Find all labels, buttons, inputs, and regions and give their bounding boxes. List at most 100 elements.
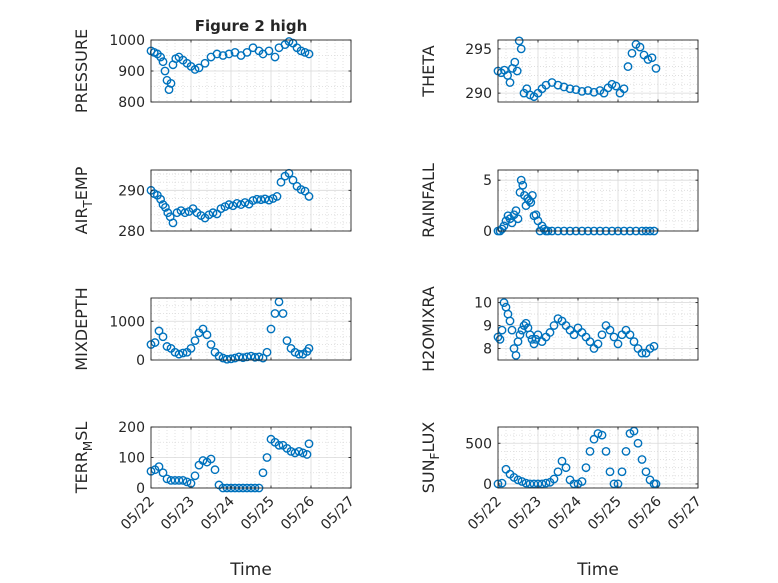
subplot-air-temp: 280 290 AIRTEMP (72, 166, 352, 240)
y-tick-label: 900 (118, 64, 145, 80)
data-point (162, 474, 172, 484)
data-point (276, 177, 286, 187)
data-point (593, 339, 603, 349)
y-tick-label: 800 (118, 95, 145, 111)
data-point (258, 353, 268, 363)
data-point (565, 84, 575, 94)
data-point (302, 450, 312, 459)
data-point (513, 214, 523, 224)
subplot-terr-msl: 0 100 200 05/22 05/23 05/24 05/25 05/26 05/27 TER… (72, 420, 358, 580)
y-axis-label: RAINFALL (419, 163, 438, 238)
data-point (168, 218, 178, 228)
data-point (569, 330, 579, 340)
y-tick-label: 200 (118, 420, 145, 436)
data-points (493, 36, 661, 102)
data-point (605, 325, 615, 335)
data-point (262, 347, 272, 357)
data-point (589, 434, 599, 444)
data-point (206, 454, 216, 464)
data-point (507, 325, 517, 335)
subplot-rainfall: 0 5 RAINFALL (419, 163, 699, 240)
data-point (264, 46, 274, 56)
x-tick-label: 05/22 (118, 494, 158, 534)
data-point (589, 87, 599, 97)
data-point (190, 336, 200, 346)
data-point (514, 36, 524, 46)
data-point (304, 439, 314, 449)
data-point (583, 86, 593, 95)
data-point (262, 453, 272, 462)
y-axis-label: PRESSURE (72, 29, 91, 113)
data-point (605, 467, 615, 477)
data-point (637, 348, 647, 358)
data-point (625, 330, 635, 340)
x-tick-label: 05/25 (585, 494, 625, 534)
data-point (613, 339, 623, 349)
data-point (270, 52, 280, 62)
data-point (549, 321, 559, 330)
data-point (304, 343, 314, 353)
data-point (206, 340, 216, 349)
data-point (198, 324, 208, 334)
data-point (266, 324, 276, 334)
data-point (294, 349, 304, 359)
y-tick-label: 1000 (109, 33, 145, 49)
y-tick-label: 280 (118, 224, 145, 240)
data-point (633, 438, 643, 448)
data-point (561, 463, 571, 473)
y-axis-label: TERRMSL (72, 422, 95, 495)
axes-box (497, 297, 699, 361)
data-point (258, 468, 268, 478)
data-point (611, 81, 621, 91)
data-point (242, 48, 252, 57)
y-tick-label: 295 (465, 42, 492, 58)
y-tick-label: 0 (136, 481, 145, 497)
data-point (585, 337, 595, 347)
data-point (529, 339, 539, 349)
subplot-pressure: 800 900 1000 PRESSURE (72, 29, 352, 113)
y-tick-label: 290 (118, 183, 145, 199)
data-point (240, 198, 250, 207)
data-point (156, 52, 166, 62)
data-point (510, 57, 520, 67)
data-point (180, 208, 190, 218)
x-tick-label: 05/27 (318, 494, 358, 534)
data-point (541, 478, 551, 488)
data-point (623, 62, 633, 71)
x-tick-label: 05/25 (238, 494, 278, 534)
data-points (146, 37, 314, 95)
data-point (518, 180, 528, 190)
data-point (296, 185, 306, 194)
data-point (208, 208, 218, 218)
data-point (617, 467, 627, 477)
grid (151, 40, 351, 102)
data-point (533, 330, 543, 340)
data-point (635, 42, 645, 52)
data-points (146, 168, 314, 228)
figure-title: Figure 2 high (195, 17, 308, 35)
y-tick-label: 0 (483, 477, 492, 493)
data-point (296, 46, 306, 56)
data-points (493, 298, 659, 360)
data-point (288, 175, 298, 185)
data-point (178, 475, 188, 485)
subplot-h2omixra: 8 9 10 H2OMIXRA (419, 286, 699, 372)
data-point (577, 477, 587, 486)
data-point (649, 341, 659, 351)
data-point (641, 467, 651, 477)
data-point (553, 467, 563, 477)
y-tick-label: 0 (136, 353, 145, 369)
data-point (521, 318, 531, 328)
data-point (160, 203, 170, 212)
data-point (224, 200, 234, 209)
y-axis-label: SUNFLUX (419, 422, 442, 494)
data-point (174, 349, 184, 359)
x-tick-label: 05/23 (505, 494, 545, 534)
y-tick-label: 5 (483, 173, 492, 189)
data-point (202, 330, 212, 340)
y-axis-label: THETA (419, 45, 438, 97)
x-tick-label: 05/26 (625, 493, 665, 533)
data-point (174, 475, 184, 485)
data-point (156, 194, 166, 204)
